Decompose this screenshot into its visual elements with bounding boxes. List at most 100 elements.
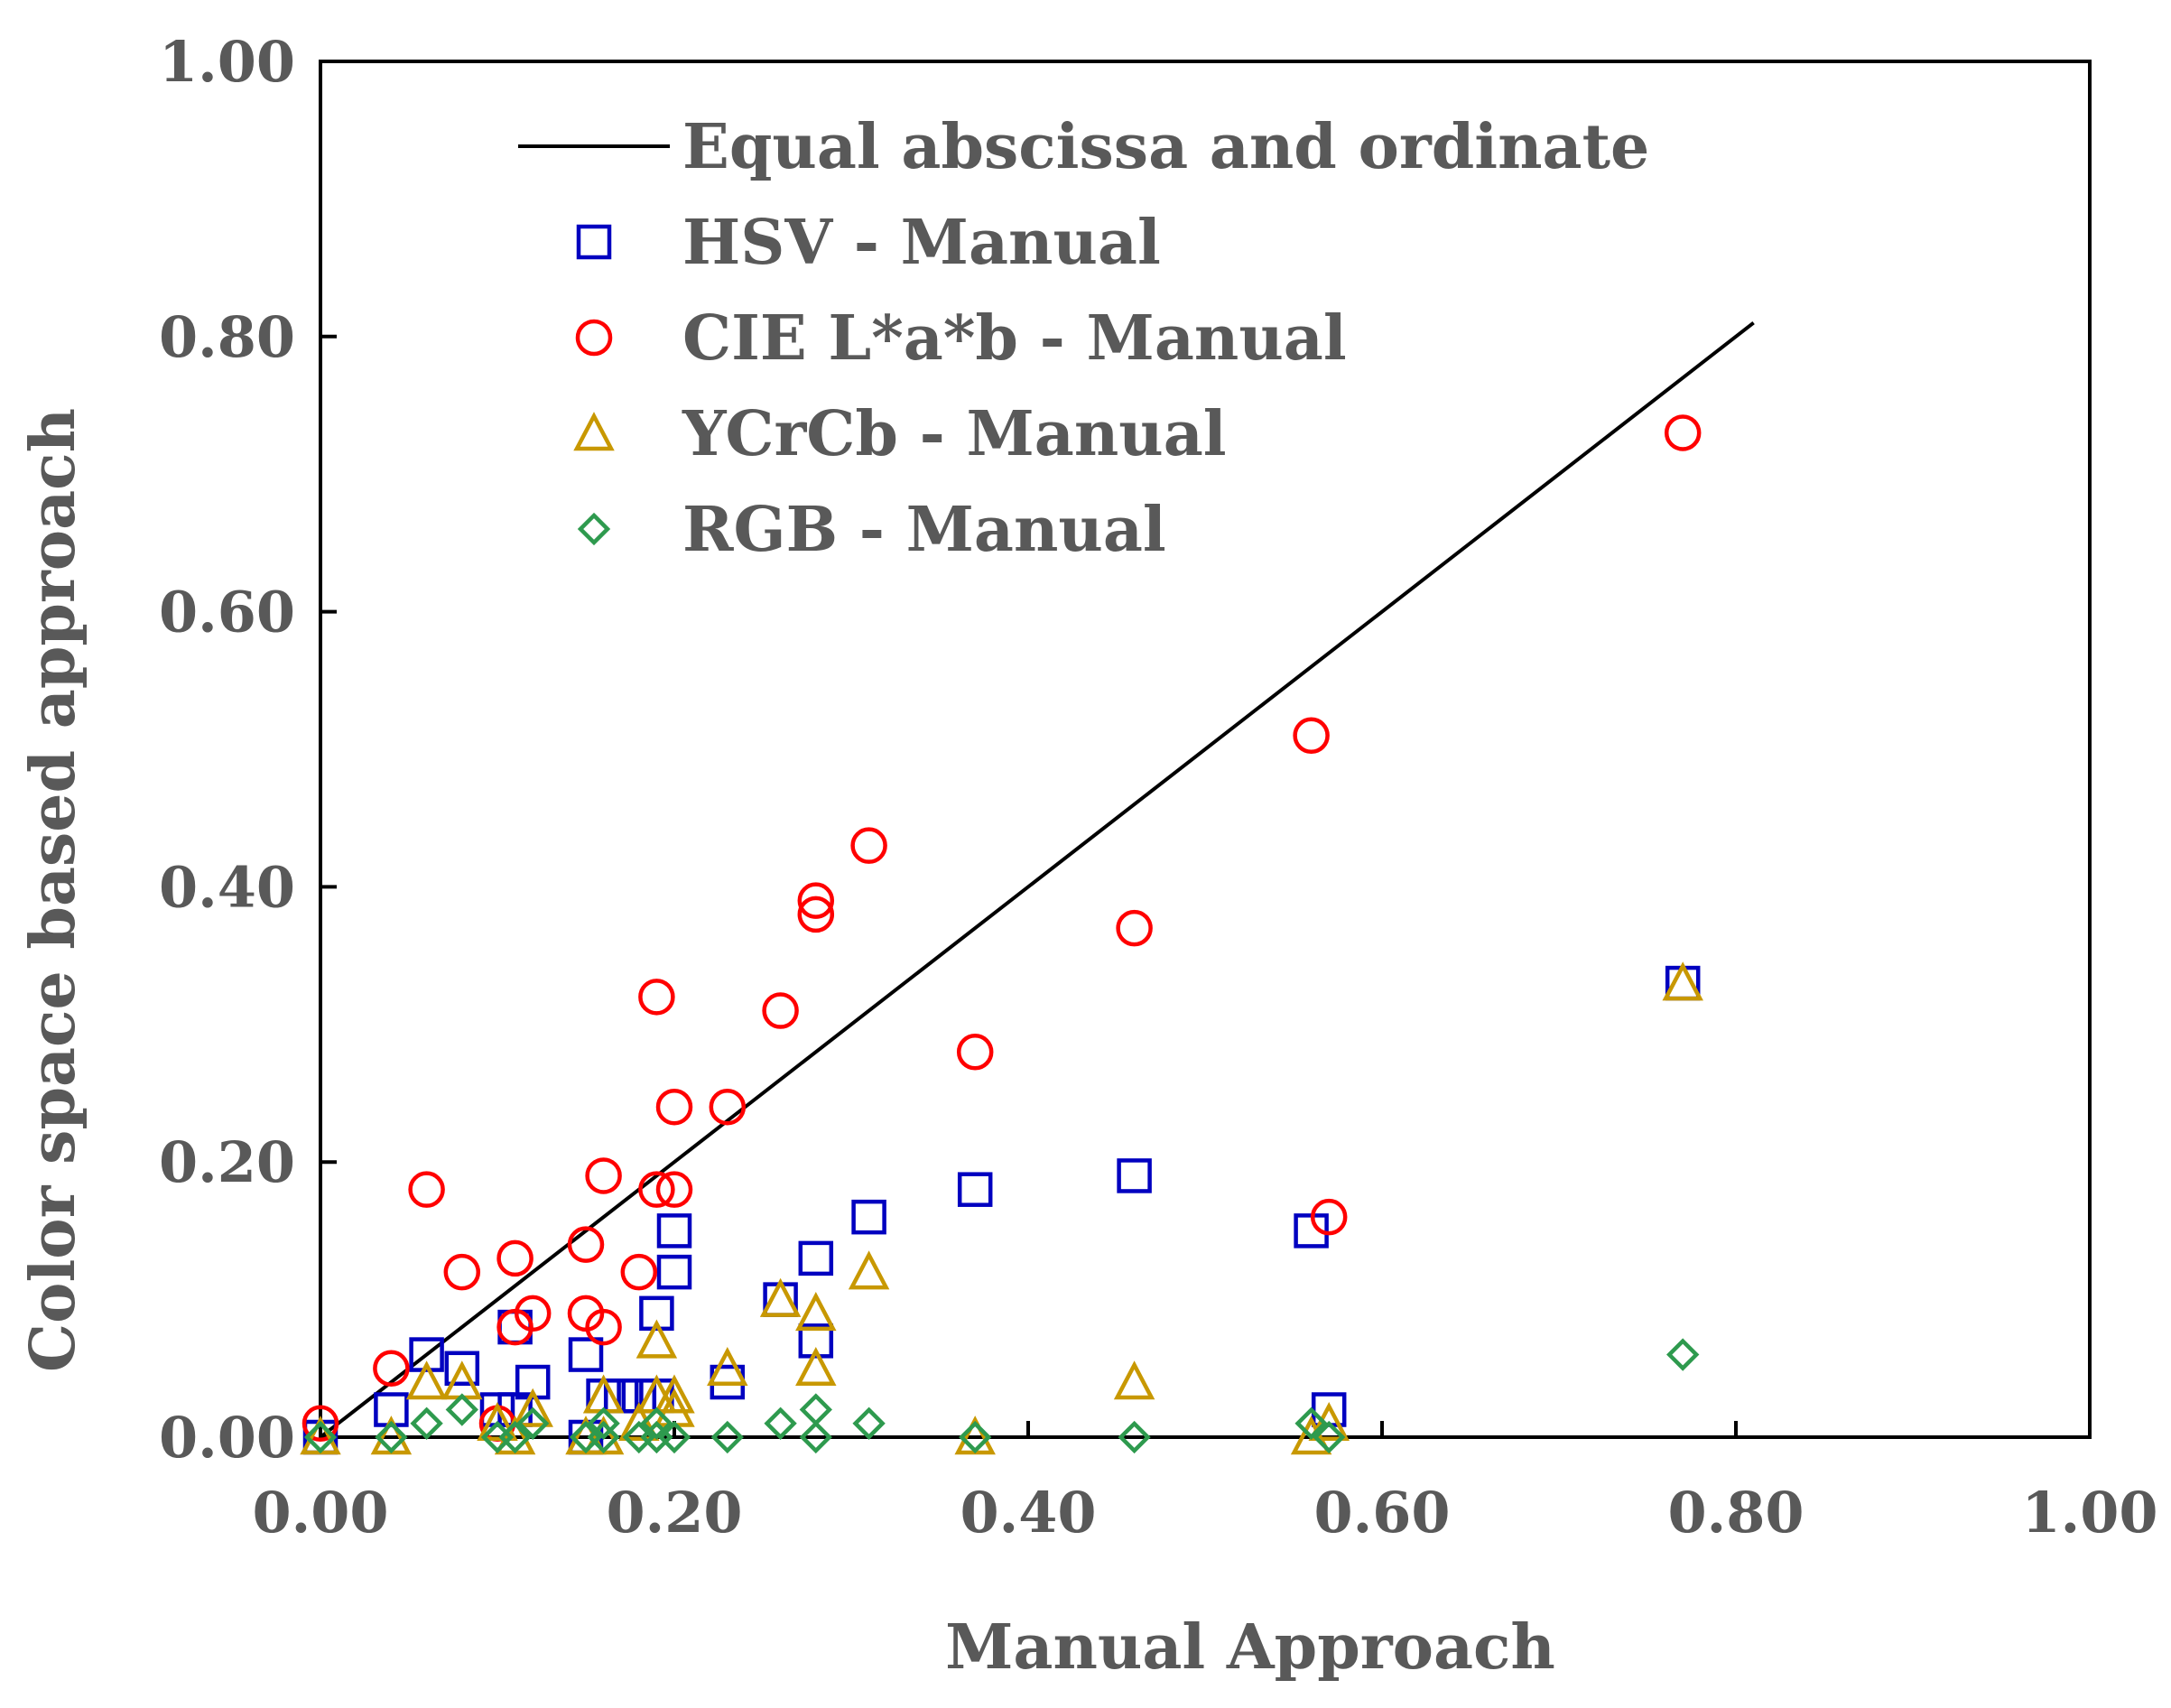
- data-point: [956, 1034, 994, 1071]
- x-axis-title: Manual Approach: [945, 1611, 1555, 1684]
- legend-item-reference: Equal abscissa and ordinate: [518, 111, 1649, 183]
- data-point: [444, 1351, 480, 1387]
- data-point: [798, 1323, 834, 1359]
- x-tick-label: 0.00: [252, 1480, 388, 1546]
- y-tick-label: 1.00: [159, 29, 295, 95]
- data-point: [1666, 1338, 1700, 1371]
- data-point: [375, 1420, 408, 1454]
- data-point: [516, 1406, 550, 1440]
- data-point: [799, 1393, 832, 1426]
- data-point: [795, 1346, 837, 1387]
- data-point: [795, 1292, 837, 1332]
- data-point: [1118, 1420, 1151, 1454]
- data-point: [1313, 1420, 1346, 1454]
- y-tick-label: 0.80: [159, 304, 295, 370]
- axis-ticks: 0.00 0.20 0.40 0.60 0.80 1.00 0.00 0.20 0.40 0.60…: [159, 29, 2158, 1546]
- data-point: [655, 1171, 693, 1208]
- series-square: [302, 965, 1701, 1455]
- data-point: [638, 1171, 675, 1208]
- data-point: [1310, 1198, 1348, 1236]
- data-point: [441, 1360, 483, 1400]
- data-point: [303, 1420, 338, 1454]
- legend: Equal abscissa and ordinate HSV - Manual C…: [518, 111, 1649, 566]
- data-point: [657, 1420, 691, 1454]
- x-tick-label: 0.20: [606, 1480, 742, 1546]
- data-point: [585, 1157, 622, 1194]
- reference-line-group: [319, 320, 1755, 1439]
- data-point: [405, 1360, 448, 1400]
- x-tick-label: 0.40: [960, 1480, 1096, 1546]
- legend-item: HSV - Manual: [576, 207, 1161, 279]
- plot-frame: [319, 60, 2092, 1439]
- data-point: [639, 1295, 674, 1332]
- data-point: [1117, 1158, 1152, 1193]
- data-point: [302, 1405, 339, 1443]
- data-point: [1290, 1416, 1332, 1455]
- series-diamond: [303, 1338, 1700, 1454]
- x-tick-label: 0.60: [1313, 1480, 1450, 1546]
- legend-marker-swatch: [575, 319, 613, 357]
- legend-marker-swatch: [576, 224, 612, 260]
- data-point: [620, 1253, 658, 1291]
- series-triangle: [300, 961, 1703, 1455]
- data-point: [759, 1277, 802, 1317]
- data-point: [848, 1250, 890, 1290]
- data-point: [498, 1420, 532, 1454]
- data-point: [1293, 717, 1330, 755]
- data-point: [1664, 414, 1702, 451]
- data-point: [514, 1295, 552, 1332]
- x-tick-label: 1.00: [2021, 1480, 2157, 1546]
- y-axis-title: Color space based approach: [17, 408, 89, 1372]
- data-point: [587, 1406, 620, 1440]
- data-point: [764, 1406, 797, 1440]
- data-point: [710, 1420, 744, 1454]
- data-point: [618, 1401, 660, 1442]
- data-point: [1308, 1401, 1350, 1442]
- y-tick-label: 0.20: [159, 1129, 295, 1195]
- legend-label: YCrCb - Manual: [682, 398, 1227, 470]
- data-point: [512, 1388, 553, 1427]
- data-point: [798, 1240, 834, 1276]
- data-point: [655, 1088, 693, 1126]
- data-point: [445, 1393, 478, 1426]
- data-point: [640, 1406, 673, 1440]
- data-point: [799, 1420, 832, 1454]
- x-tick-label: 0.80: [1667, 1480, 1804, 1546]
- data-point: [408, 1171, 445, 1208]
- data-point: [582, 1374, 625, 1414]
- series-circle: [302, 414, 1702, 1443]
- legend-label: Equal abscissa and ordinate: [682, 111, 1649, 183]
- legend-marker-swatch: [577, 512, 611, 546]
- data-point: [656, 1254, 692, 1290]
- data-point: [567, 1226, 605, 1263]
- data-points: [300, 414, 1703, 1455]
- legend-item: YCrCb - Manual: [573, 398, 1227, 470]
- data-point: [797, 896, 835, 933]
- legend-label: CIE L*a*b - Manual: [682, 302, 1347, 375]
- y-tick-label: 0.40: [159, 854, 295, 920]
- legend-label: HSV - Manual: [682, 207, 1161, 279]
- data-point: [762, 992, 799, 1029]
- legend-item: CIE L*a*b - Manual: [575, 302, 1347, 375]
- plot-area: [319, 60, 2092, 1439]
- data-point: [638, 979, 675, 1016]
- data-point: [707, 1346, 748, 1387]
- data-point: [851, 1199, 886, 1235]
- data-point: [515, 1364, 551, 1400]
- legend-marker-swatch: [573, 412, 615, 451]
- legend-label: RGB - Manual: [682, 494, 1166, 566]
- data-point: [1113, 1360, 1155, 1400]
- data-point: [957, 1172, 993, 1207]
- data-point: [477, 1401, 518, 1442]
- reference-line: [319, 320, 1755, 1439]
- data-point: [373, 1350, 410, 1388]
- data-point: [587, 1420, 620, 1454]
- data-point: [443, 1253, 481, 1291]
- data-point: [1116, 909, 1153, 947]
- data-point: [585, 1308, 622, 1346]
- data-point: [959, 1420, 992, 1454]
- data-point: [709, 1088, 747, 1126]
- data-point: [1294, 1406, 1328, 1440]
- data-point: [656, 1213, 692, 1249]
